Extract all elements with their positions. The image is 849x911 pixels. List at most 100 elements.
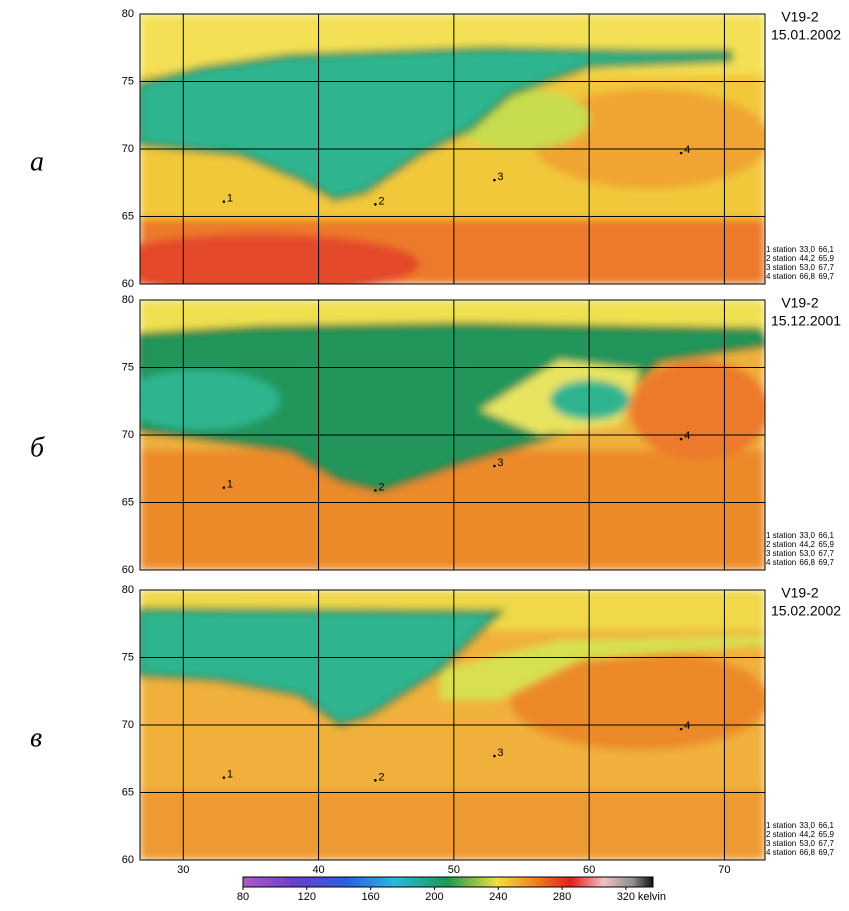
station-y: 65,9 xyxy=(818,830,834,839)
x-tick-label: 60 xyxy=(583,864,595,876)
station-y: 69,7 xyxy=(818,272,834,281)
station-label: 1 xyxy=(227,769,233,781)
station-name: 2 station xyxy=(766,540,796,549)
station-name: 4 station xyxy=(766,272,796,281)
station-point xyxy=(679,727,683,731)
colorbar-tick-label: 280 xyxy=(553,891,571,903)
colorbar-tick-label: 240 xyxy=(489,891,507,903)
station-point xyxy=(493,178,496,182)
panel-label: в xyxy=(30,722,42,753)
y-tick-label: 65 xyxy=(122,496,134,508)
station-x: 53,0 xyxy=(799,263,815,272)
station-name: 1 station xyxy=(766,531,796,540)
station-point xyxy=(374,489,377,492)
y-tick-label: 60 xyxy=(122,278,134,290)
station-x: 33,0 xyxy=(799,821,815,830)
station-y: 69,7 xyxy=(818,558,834,567)
panel-title: V19-2 xyxy=(781,585,819,601)
y-tick-label: 60 xyxy=(122,564,134,576)
colorbar-tick-label: 160 xyxy=(361,891,379,903)
y-tick-label: 75 xyxy=(122,361,134,373)
y-tick-label: 80 xyxy=(122,294,134,306)
panel-date: 15.12.2001 xyxy=(771,313,841,329)
station-name: 4 station xyxy=(766,848,796,857)
station-name: 1 station xyxy=(766,821,796,830)
station-x: 44,2 xyxy=(799,830,815,839)
station-label: 4 xyxy=(684,144,690,156)
station-point xyxy=(493,754,496,758)
field-region xyxy=(140,234,420,284)
station-name: 3 station xyxy=(766,263,796,272)
station-point xyxy=(222,200,226,203)
y-tick-label: 80 xyxy=(122,8,134,20)
panel-label: а xyxy=(30,146,44,177)
station-y: 66,1 xyxy=(818,821,834,830)
station-y: 66,1 xyxy=(818,531,834,540)
panel-label: б xyxy=(30,432,45,463)
panel-title: V19-2 xyxy=(781,9,819,25)
station-name: 2 station xyxy=(766,254,796,263)
station-point xyxy=(679,437,683,441)
y-tick-label: 75 xyxy=(122,75,134,87)
y-tick-label: 65 xyxy=(122,786,134,798)
y-tick-label: 70 xyxy=(122,719,134,731)
panel-date: 15.01.2002 xyxy=(771,27,841,43)
station-label: 3 xyxy=(497,171,503,183)
station-label: 3 xyxy=(497,457,503,469)
field: 1 2 3 4 xyxy=(140,14,765,284)
station-label: 1 xyxy=(227,193,233,205)
station-y: 67,7 xyxy=(818,839,834,848)
station-label: 3 xyxy=(497,747,503,759)
station-name: 4 station xyxy=(766,558,796,567)
station-point xyxy=(222,486,226,489)
colorbar-tick-label: 200 xyxy=(425,891,443,903)
field-region xyxy=(140,450,765,570)
field-region xyxy=(140,790,765,860)
station-y: 69,7 xyxy=(818,848,834,857)
station-x: 53,0 xyxy=(799,549,815,558)
colorbar xyxy=(242,876,654,888)
plot-frame xyxy=(139,589,766,861)
y-tick-label: 70 xyxy=(122,143,134,155)
field-region xyxy=(630,360,765,460)
station-x: 44,2 xyxy=(799,540,815,549)
field-blur xyxy=(140,14,765,284)
station-label: 2 xyxy=(378,195,384,207)
station-x: 66,8 xyxy=(799,848,815,857)
field-region xyxy=(440,635,765,700)
field: 1 2 3 4 xyxy=(140,300,765,570)
station-x: 53,0 xyxy=(799,839,815,848)
station-label: 1 xyxy=(227,479,233,491)
station-y: 65,9 xyxy=(818,254,834,263)
station-point xyxy=(679,151,683,155)
station-label: 2 xyxy=(378,771,384,783)
plot-frame xyxy=(139,299,766,571)
colorbar-tick-label: 320 xyxy=(617,891,635,903)
panel-title: V19-2 xyxy=(781,295,819,311)
station-label: 2 xyxy=(378,481,384,493)
y-tick-label: 65 xyxy=(122,210,134,222)
station-x: 44,2 xyxy=(799,254,815,263)
station-name: 3 station xyxy=(766,549,796,558)
panel-date: 15.02.2002 xyxy=(771,603,841,619)
station-y: 65,9 xyxy=(818,540,834,549)
x-tick-label: 30 xyxy=(177,864,189,876)
station-name: 1 station xyxy=(766,245,796,254)
station-label: 4 xyxy=(684,720,690,732)
plot-frame xyxy=(139,13,766,285)
station-point xyxy=(493,464,496,468)
field-region xyxy=(140,46,733,202)
station-y: 66,1 xyxy=(818,245,834,254)
station-x: 66,8 xyxy=(799,272,815,281)
colorbar-unit: kelvin xyxy=(638,891,666,903)
x-tick-label: 50 xyxy=(448,864,460,876)
station-label: 4 xyxy=(684,430,690,442)
y-tick-label: 80 xyxy=(122,584,134,596)
field-region xyxy=(550,380,630,420)
y-tick-label: 75 xyxy=(122,651,134,663)
station-point xyxy=(222,776,226,779)
colorbar-tick-label: 80 xyxy=(237,891,249,903)
x-tick-label: 70 xyxy=(718,864,730,876)
station-x: 33,0 xyxy=(799,531,815,540)
station-point xyxy=(374,203,377,206)
